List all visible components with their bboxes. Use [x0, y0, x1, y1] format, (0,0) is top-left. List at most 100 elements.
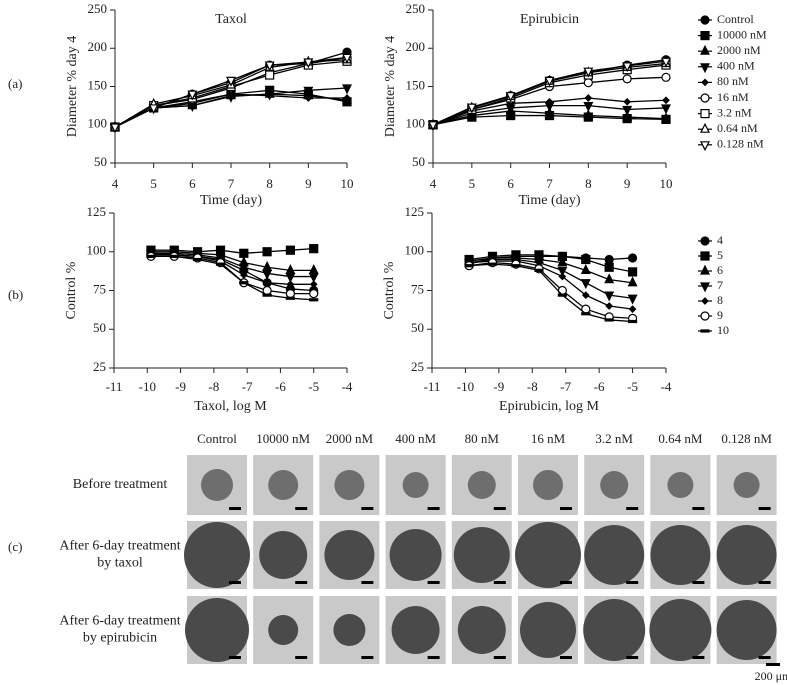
spheroid [324, 530, 375, 580]
marker [303, 58, 314, 69]
marker [583, 109, 594, 120]
scale-bar [295, 656, 308, 659]
marker [285, 245, 296, 255]
legend-marker [700, 236, 710, 246]
marker [584, 94, 593, 102]
column-header: Control [197, 431, 237, 446]
legend-marker [700, 329, 710, 333]
x-axis-title: Time (day) [518, 193, 580, 208]
y-axis-title: Control % [64, 261, 79, 319]
legend-label: 16 nM [717, 90, 749, 104]
spheroid [391, 606, 440, 654]
column-header: 400 nM [395, 431, 436, 446]
y-axis-title: Control % [382, 261, 397, 319]
marker [662, 96, 670, 105]
legend-marker [700, 251, 710, 261]
marker [428, 121, 438, 132]
marker [622, 110, 633, 121]
marker [265, 91, 274, 100]
y-tick-label: 75 [411, 281, 424, 296]
marker [622, 74, 632, 84]
marker [487, 262, 498, 266]
marker [583, 67, 594, 78]
spheroid [583, 599, 646, 661]
scale-bar [692, 656, 705, 659]
marker [557, 256, 568, 267]
x-tick-label: -8 [527, 379, 538, 394]
marker [557, 266, 568, 277]
x-tick-label: 8 [585, 176, 592, 191]
marker [226, 76, 236, 87]
legend-marker [700, 141, 710, 152]
marker [343, 94, 351, 102]
y-tick-label: 100 [87, 243, 107, 258]
legend-marker [700, 264, 710, 275]
x-tick-label: 10 [341, 176, 354, 191]
scale-bar [427, 656, 440, 659]
x-tick-label: -10 [139, 379, 156, 394]
marker [545, 97, 554, 106]
x-tick-label: 5 [150, 176, 157, 191]
x-tick-label: -8 [208, 379, 219, 394]
x-tick-label: -7 [560, 379, 571, 394]
scale-bar [560, 507, 572, 510]
spheroid [259, 531, 308, 579]
column-header: 0.64 nM [658, 431, 703, 446]
y-axis-title: Diameter % day 4 [65, 36, 80, 137]
legend-label: 10000 nM [717, 27, 767, 41]
scale-bar [758, 507, 771, 510]
panel-label: (c) [8, 539, 22, 554]
x-tick-label: -11 [106, 379, 123, 394]
spheroid [649, 599, 712, 661]
marker [604, 291, 615, 302]
legend-marker [700, 122, 710, 133]
y-tick-label: 25 [411, 359, 424, 374]
x-tick-label: -9 [493, 379, 504, 394]
legend-label: 4 [717, 233, 723, 247]
legend-label: 5 [717, 248, 723, 262]
scale-bar [493, 507, 506, 510]
x-tick-label: 6 [507, 176, 514, 191]
y-tick-label: 150 [406, 77, 426, 92]
spheroid [333, 614, 366, 646]
scale-bar [361, 656, 374, 659]
column-header: 0.128 nM [721, 431, 772, 446]
y-tick-label: 50 [93, 320, 106, 335]
legend-label: 8 [717, 293, 723, 307]
marker [309, 280, 318, 289]
scale-bar [758, 581, 771, 584]
scale-bar [229, 507, 241, 510]
y-tick-label: 250 [406, 1, 426, 16]
y-tick-label: 50 [411, 320, 424, 335]
spheroid [467, 471, 496, 499]
marker [286, 280, 295, 289]
y-tick-label: 100 [406, 116, 426, 131]
x-tick-label: 7 [546, 176, 553, 191]
spheroid [184, 522, 250, 588]
x-tick-label: -4 [661, 379, 672, 394]
legend-marker [700, 63, 710, 74]
marker [308, 272, 319, 283]
marker [264, 61, 275, 72]
chart-title: Epirubicin [520, 12, 579, 27]
marker [239, 281, 249, 285]
column-header: 2000 nM [326, 431, 374, 446]
scale-bar [758, 656, 771, 659]
marker [604, 318, 614, 322]
row-label: by taxol [97, 556, 143, 571]
spheroid [733, 472, 760, 498]
scale-bar [427, 507, 440, 510]
spheroid [201, 469, 233, 501]
marker [309, 289, 319, 299]
row-label: After 6-day treatment [59, 539, 180, 554]
spheroid [716, 525, 777, 585]
marker [192, 257, 203, 262]
marker [604, 273, 615, 284]
marker [583, 78, 593, 88]
spheroid [533, 470, 563, 500]
scale-bar [493, 656, 506, 659]
spheroid [584, 525, 645, 585]
x-tick-label: -10 [457, 379, 474, 394]
x-tick-label: -5 [627, 379, 638, 394]
x-tick-label: -4 [342, 379, 353, 394]
